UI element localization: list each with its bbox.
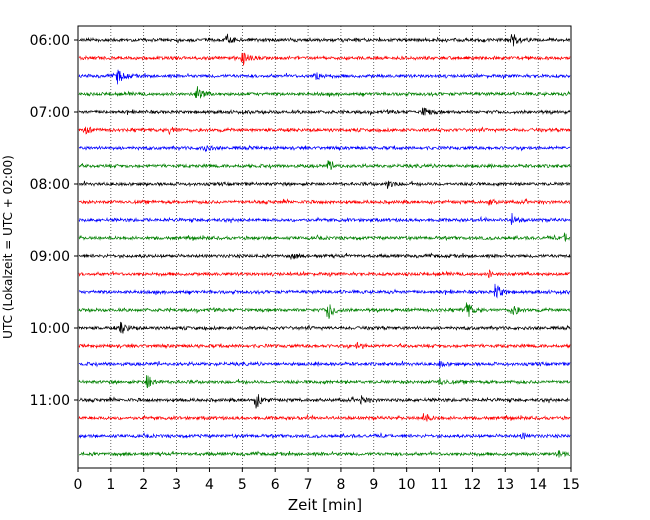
- trace-row: [78, 144, 571, 153]
- x-tick-label: 11: [431, 477, 449, 493]
- x-tick-label: 7: [304, 477, 313, 493]
- y-axis-title: UTC (Lokalzeit = UTC + 02:00): [1, 155, 15, 339]
- trace-row: [78, 86, 571, 99]
- x-tick-label: 9: [369, 477, 378, 493]
- x-tick-label: 3: [172, 477, 181, 493]
- y-tick-label: 11:00: [30, 393, 70, 409]
- x-tick-label: 2: [139, 477, 148, 493]
- y-tick-label: 07:00: [30, 105, 70, 121]
- x-tick-label: 15: [562, 477, 580, 493]
- trace-row: [78, 394, 571, 409]
- plot-frame: [77, 25, 572, 469]
- y-axis-ticks: 06:00 07:00 08:00 09:00 10:00 11:00: [30, 33, 78, 409]
- x-axis-ticks: 0 1 2 3 4 5 6 7 8 9 10 11 12 13 14 15: [74, 468, 580, 493]
- trace-row: [78, 52, 571, 66]
- x-tick-label: 14: [529, 477, 547, 493]
- x-tick-label: 0: [74, 477, 83, 493]
- trace-row: [78, 341, 571, 350]
- trace-row: [78, 360, 571, 369]
- trace-row: [78, 126, 571, 135]
- y-tick-label: 08:00: [30, 177, 70, 193]
- trace-row: [78, 212, 571, 226]
- y-tick-label: 09:00: [30, 249, 70, 265]
- trace-row: [78, 69, 571, 85]
- x-tick-label: 10: [398, 477, 416, 493]
- trace-row: [78, 107, 571, 116]
- x-axis-title: Zeit [min]: [288, 496, 362, 514]
- x-tick-label: 5: [238, 477, 247, 493]
- trace-row: [78, 180, 571, 189]
- trace-row: [78, 432, 571, 440]
- trace-row: [78, 197, 571, 206]
- trace-row: [78, 269, 571, 279]
- trace-row: [78, 413, 571, 422]
- trace-rows: [78, 33, 571, 458]
- x-tick-label: 8: [336, 477, 345, 493]
- trace-row: [78, 302, 571, 319]
- trace-row: [78, 321, 571, 334]
- trace-row: [78, 33, 571, 47]
- trace-row: [78, 232, 571, 243]
- x-tick-label: 1: [106, 477, 115, 493]
- trace-row: [78, 375, 571, 389]
- y-tick-label: 10:00: [30, 321, 70, 337]
- trace-row: [79, 450, 571, 458]
- x-tick-label: 4: [205, 477, 214, 493]
- x-tick-label: 12: [463, 477, 481, 493]
- x-tick-label: 13: [496, 477, 514, 493]
- y-tick-label: 06:00: [30, 33, 70, 49]
- trace-row: [79, 283, 571, 299]
- trace-row: [78, 160, 571, 171]
- trace-row: [78, 252, 571, 260]
- x-tick-label: 6: [271, 477, 280, 493]
